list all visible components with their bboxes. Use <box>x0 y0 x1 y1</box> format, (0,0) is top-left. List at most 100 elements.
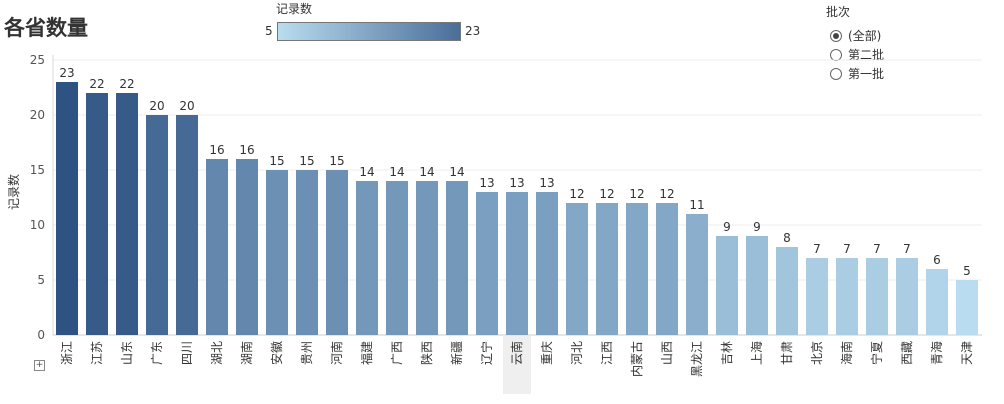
x-tick-label[interactable]: 山西 <box>660 341 674 365</box>
data-label: 12 <box>629 187 644 201</box>
data-label: 7 <box>873 242 881 256</box>
y-tick-label: 0 <box>37 328 45 342</box>
data-label: 5 <box>963 264 971 278</box>
filter-option-all[interactable]: (全部) <box>826 26 884 45</box>
bar[interactable] <box>566 203 588 335</box>
data-label: 15 <box>299 154 314 168</box>
bar[interactable] <box>926 269 948 335</box>
bar[interactable] <box>446 181 468 335</box>
y-tick-label: 25 <box>30 53 45 67</box>
color-legend-max-label: 23 <box>465 24 481 38</box>
y-tick-label: 5 <box>37 273 45 287</box>
bar[interactable] <box>236 159 258 335</box>
bar[interactable] <box>746 236 768 335</box>
bar[interactable] <box>536 192 558 335</box>
color-legend-ramp <box>277 22 461 41</box>
radio-button[interactable] <box>830 67 842 80</box>
bar[interactable] <box>326 170 348 335</box>
x-tick-label[interactable]: 江苏 <box>90 341 104 365</box>
x-tick-label[interactable]: 四川 <box>180 341 194 365</box>
x-tick-label[interactable]: 山东 <box>120 341 134 365</box>
x-tick-label[interactable]: 云南 <box>509 341 524 365</box>
bar[interactable] <box>116 93 138 335</box>
expand-icon[interactable]: + <box>34 360 45 371</box>
x-tick-label[interactable]: 辽宁 <box>479 341 494 365</box>
bar[interactable] <box>896 258 918 335</box>
filter-option-label: 第一批 <box>848 67 885 81</box>
data-label: 14 <box>419 165 434 179</box>
x-tick-label[interactable]: 江西 <box>600 341 614 365</box>
bar[interactable] <box>416 181 438 335</box>
x-tick-label[interactable]: 湖北 <box>209 341 224 365</box>
data-label: 20 <box>179 99 194 113</box>
radio-button[interactable] <box>830 29 842 42</box>
data-label: 20 <box>149 99 164 113</box>
y-tick-label: 15 <box>30 163 45 177</box>
filter-option-label: 第二批 <box>848 48 885 62</box>
data-label: 9 <box>753 220 761 234</box>
data-label: 15 <box>329 154 344 168</box>
x-tick-label[interactable]: 河南 <box>329 341 344 365</box>
x-tick-label[interactable]: 广西 <box>390 341 404 365</box>
gridlines <box>53 59 982 336</box>
bar[interactable] <box>656 203 678 335</box>
x-tick-label[interactable]: 福建 <box>359 341 374 365</box>
bar[interactable] <box>476 192 498 335</box>
data-label: 23 <box>59 66 74 80</box>
x-tick-label[interactable]: 西藏 <box>900 341 914 365</box>
bar[interactable] <box>206 159 228 335</box>
bar[interactable] <box>806 258 828 335</box>
bar[interactable] <box>266 170 288 335</box>
bar[interactable] <box>596 203 618 335</box>
x-tick-label[interactable]: 陕西 <box>419 341 434 365</box>
data-label: 7 <box>813 242 821 256</box>
x-tick-label[interactable]: 河北 <box>570 341 584 365</box>
data-label: 7 <box>903 242 911 256</box>
x-tick-label[interactable]: 安徽 <box>269 341 284 365</box>
data-label: 16 <box>209 143 224 157</box>
x-tick-label[interactable]: 湖南 <box>239 341 254 365</box>
x-tick-label[interactable]: 天津 <box>960 341 974 365</box>
bar[interactable] <box>956 280 978 335</box>
bar[interactable] <box>686 214 708 335</box>
x-tick-label[interactable]: 重庆 <box>540 341 554 365</box>
bar[interactable] <box>776 247 798 335</box>
x-tick-label[interactable]: 青海 <box>929 341 944 365</box>
filter-option-label: (全部) <box>848 29 882 43</box>
data-label: 14 <box>449 165 464 179</box>
data-label: 8 <box>783 231 791 245</box>
y-tick-label: 10 <box>30 218 45 232</box>
bar[interactable] <box>176 115 198 335</box>
x-tick-label[interactable]: 甘肃 <box>780 341 794 365</box>
bar[interactable] <box>836 258 858 335</box>
x-tick-label[interactable]: 吉林 <box>720 341 734 365</box>
x-tick-label[interactable]: 上海 <box>749 341 764 365</box>
data-label: 22 <box>89 77 104 91</box>
x-tick-label[interactable]: 贵州 <box>300 341 314 365</box>
data-label: 13 <box>479 176 494 190</box>
bar[interactable] <box>296 170 318 335</box>
x-tick-label[interactable]: 浙江 <box>60 341 74 365</box>
filter-option-batch-1[interactable]: 第一批 <box>826 64 884 83</box>
bar[interactable] <box>56 82 78 335</box>
data-label: 11 <box>689 198 704 212</box>
bar[interactable] <box>356 181 378 335</box>
x-tick-label[interactable]: 内蒙古 <box>629 341 644 377</box>
bar[interactable] <box>506 192 528 335</box>
bar[interactable] <box>866 258 888 335</box>
bar[interactable] <box>716 236 738 335</box>
bar[interactable] <box>86 93 108 335</box>
bar[interactable] <box>146 115 168 335</box>
filter-option-batch-2[interactable]: 第二批 <box>826 45 884 64</box>
data-label: 14 <box>359 165 374 179</box>
bar[interactable] <box>626 203 648 335</box>
x-tick-label[interactable]: 新疆 <box>449 341 464 365</box>
data-label: 12 <box>659 187 674 201</box>
x-tick-label[interactable]: 海南 <box>839 341 854 365</box>
x-tick-label[interactable]: 宁夏 <box>869 341 884 365</box>
radio-button[interactable] <box>830 48 842 61</box>
bar[interactable] <box>386 181 408 335</box>
x-tick-label[interactable]: 广东 <box>150 341 164 365</box>
x-tick-label[interactable]: 黑龙江 <box>690 341 704 377</box>
x-tick-label[interactable]: 北京 <box>810 341 824 365</box>
